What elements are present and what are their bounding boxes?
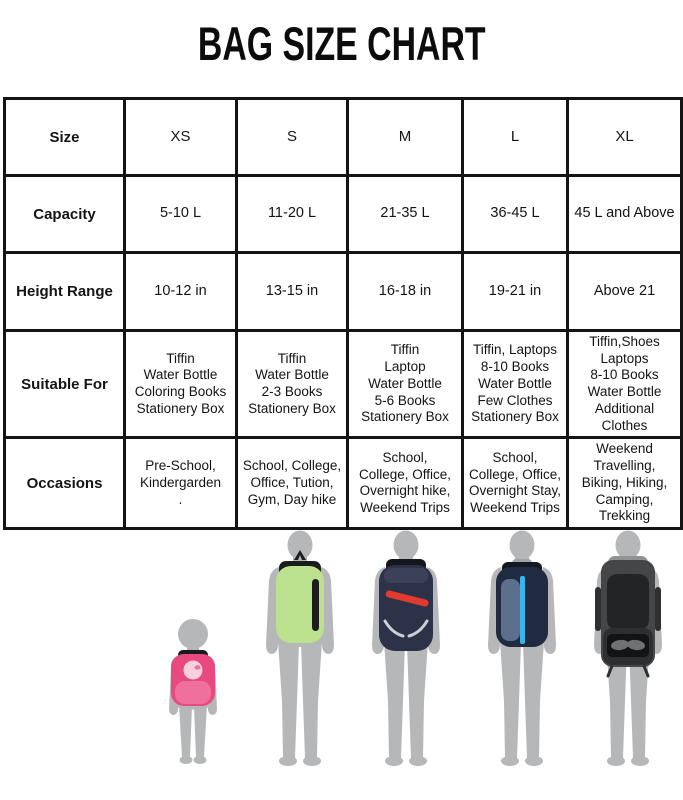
table-row-suitable-for: Suitable For Tiffin Water Bottle Colorin… [3,328,683,440]
cell-suitable-m: Tiffin Laptop Water Bottle 5-6 Books Sta… [346,328,464,440]
cell-suitable-xl: Tiffin,Shoes Laptops 8-10 Books Water Bo… [566,328,683,440]
cell-height-xl: Above 21 [566,251,683,332]
xl-backpack-shoe-left [611,639,629,651]
cell-suitable-l: Tiffin, Laptops 8-10 Books Water Bottle … [461,328,569,440]
l-backpack-icon [496,559,548,647]
m-backpack-top-panel [384,568,428,583]
s-backpack-side-stripe [312,579,319,631]
cell-capacity-xl: 45 L and Above [566,174,683,254]
row-header-occasions: Occasions [3,436,126,531]
xl-backpack-front-panel [607,574,649,630]
row-header-size: Size [3,97,126,177]
figure-xs-child [169,619,217,764]
m-backpack-icon [379,559,433,651]
xs-backpack-icon [171,650,215,706]
cell-height-s: 13-15 in [235,251,349,332]
row-header-suitable-for: Suitable For [3,328,126,440]
cell-capacity-s: 11-20 L [235,174,349,254]
m-backpack-red-zip [385,590,429,607]
figure-xl-adult [594,530,662,766]
m-backpack-trim-right [407,619,429,638]
figure-l-adult [488,530,556,766]
cell-height-m: 16-18 in [346,251,464,332]
cell-capacity-l: 36-45 L [461,174,569,254]
table-row-size: Size XS S M L XL [3,97,683,177]
s-backpack-handle [294,550,306,560]
xl-backpack-strap-right [655,587,661,631]
xl-backpack-dangling-straps [606,664,650,678]
m-backpack-trim-left [383,619,405,638]
cell-size-m: M [346,97,464,177]
cell-size-s: S [235,97,349,177]
l-backpack-cyan-stripe [520,576,525,644]
cell-occasions-l: School, College, Office, Overnight Stay,… [461,436,569,531]
l-backpack-side-panel [501,579,520,641]
cell-occasions-xl: Weekend Travelling, Biking, Hiking, Camp… [566,436,683,531]
table-row-occasions: Occasions Pre-School, Kindergarden . Sch… [3,436,683,531]
table-row-height-range: Height Range 10-12 in 13-15 in 16-18 in … [3,251,683,332]
xs-backpack-badge [183,660,203,680]
cell-size-xl: XL [566,97,683,177]
figure-s-adult [266,530,334,766]
cell-suitable-xs: Tiffin Water Bottle Coloring Books Stati… [123,328,238,440]
page-title: BAG SIZE CHART [197,17,486,70]
cell-size-xs: XS [123,97,238,177]
row-header-height-range: Height Range [3,251,126,332]
header: BAG SIZE CHART [0,20,683,67]
s-backpack-icon [276,550,324,643]
xl-backpack-icon [595,556,661,678]
cell-occasions-m: School, College, Office, Overnight hike,… [346,436,464,531]
row-header-capacity: Capacity [3,174,126,254]
cell-height-xs: 10-12 in [123,251,238,332]
cell-capacity-xs: 5-10 L [123,174,238,254]
xl-backpack-shoe-right [627,639,645,651]
xs-backpack-badge-detail [194,665,201,670]
bag-size-table: Size XS S M L XL Capacity 5-10 L 11-20 L… [3,97,683,531]
cell-occasions-xs: Pre-School, Kindergarden . [123,436,238,531]
xl-backpack-strap-left [595,587,601,631]
cell-capacity-m: 21-35 L [346,174,464,254]
xs-backpack-pocket [175,681,211,704]
cell-suitable-s: Tiffin Water Bottle 2-3 Books Stationery… [235,328,349,440]
cell-size-l: L [461,97,569,177]
table-row-capacity: Capacity 5-10 L 11-20 L 21-35 L 36-45 L … [3,174,683,254]
cell-occasions-s: School, College, Office, Tution, Gym, Da… [235,436,349,531]
cell-height-l: 19-21 in [461,251,569,332]
figure-m-adult [372,530,440,766]
